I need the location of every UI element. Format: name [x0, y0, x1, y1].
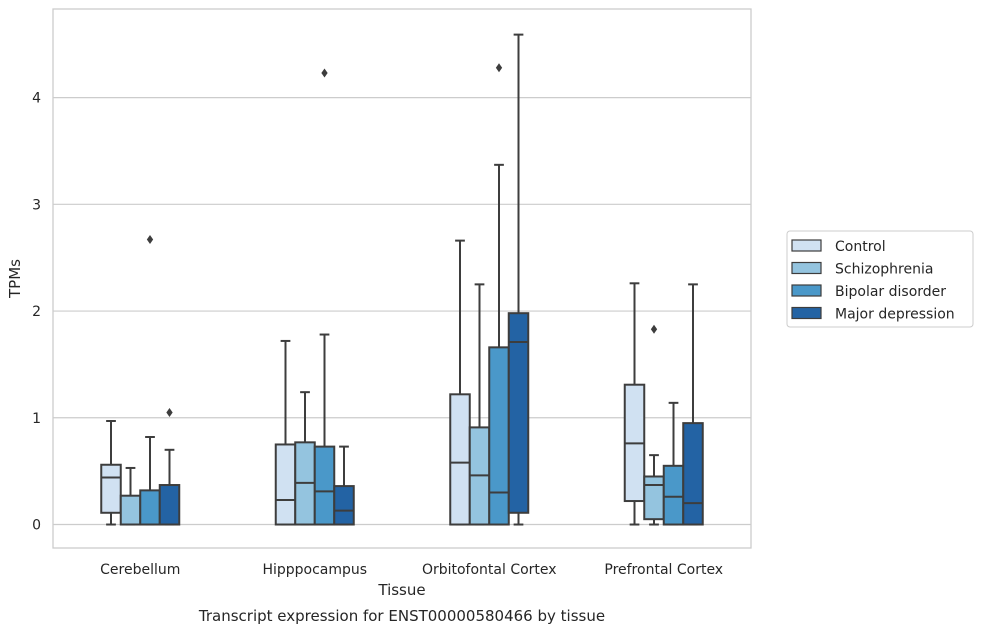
box: [507, 312, 530, 514]
x-tick-label: Prefrontal Cortex: [604, 562, 723, 578]
legend-label: Schizophrenia: [835, 262, 933, 278]
legend-frame: [786, 230, 974, 328]
box-plot: [100, 419, 122, 526]
outlier-point: [146, 235, 154, 245]
box-plot: [119, 466, 142, 526]
y-tick-labels: 0 1 2 3 4: [32, 91, 41, 534]
box-plot: [488, 63, 510, 526]
legend: Control Schizophrenia Bipolar disorder Majo…: [786, 230, 974, 328]
legend-label: Control: [835, 239, 886, 255]
legend-swatch: [791, 239, 822, 252]
legend-item: Bipolar disorder: [791, 284, 946, 300]
y-tick-label: 2: [32, 304, 41, 320]
box: [488, 346, 510, 526]
legend-swatch: [791, 306, 822, 320]
legend-swatch: [791, 284, 822, 297]
x-axis-label: Tissue: [377, 581, 425, 599]
box: [682, 422, 704, 526]
grid-lines: [53, 96, 751, 526]
box: [662, 464, 685, 526]
box-plot: [662, 401, 685, 526]
outlier-point: [495, 63, 503, 73]
box: [274, 443, 297, 526]
box: [119, 494, 142, 526]
chart-caption: Transcript expression for ENST0000058046…: [198, 607, 605, 625]
y-tick-label: 0: [32, 518, 41, 534]
box-plot: [682, 283, 704, 526]
plot-frame: [52, 8, 752, 549]
box-plot: [139, 235, 161, 526]
legend-item: Major depression: [791, 306, 955, 323]
outlier-point: [321, 68, 328, 78]
box-plot: [274, 339, 297, 526]
box-plot: [313, 68, 336, 526]
box-groups: [100, 33, 704, 526]
legend-swatch: [791, 261, 822, 275]
box-plot: [623, 282, 646, 526]
legend-label: Major depression: [835, 307, 955, 323]
box-plot: [449, 239, 471, 526]
box: [100, 463, 122, 514]
box: [313, 445, 336, 526]
box: [158, 484, 181, 526]
box-plot: [294, 391, 316, 526]
box-plot: [158, 407, 181, 526]
x-tick-label: Orbitofontal Cortex: [422, 562, 557, 578]
box: [139, 489, 161, 526]
box: [449, 393, 471, 526]
box-plot: [507, 33, 530, 526]
x-tick-label: Hipppocampus: [262, 562, 367, 578]
x-tick-labels: Cerebellum Hipppocampus Orbitofontal Corte…: [100, 562, 723, 578]
legend-item: Schizophrenia: [791, 261, 933, 278]
outlier-point: [650, 324, 658, 334]
y-tick-label: 3: [32, 197, 41, 213]
y-tick-label: 1: [32, 411, 41, 427]
legend-item: Control: [791, 239, 886, 255]
x-tick-label: Cerebellum: [100, 562, 180, 578]
y-tick-label: 4: [32, 91, 41, 107]
box: [333, 485, 355, 526]
box: [643, 475, 665, 521]
outlier-point: [166, 407, 173, 417]
box-plot: [468, 283, 491, 526]
box-plot: [333, 445, 355, 526]
legend-label: Bipolar disorder: [835, 284, 946, 300]
box-plot: [643, 324, 665, 526]
y-axis-label: TPMs: [6, 259, 24, 299]
